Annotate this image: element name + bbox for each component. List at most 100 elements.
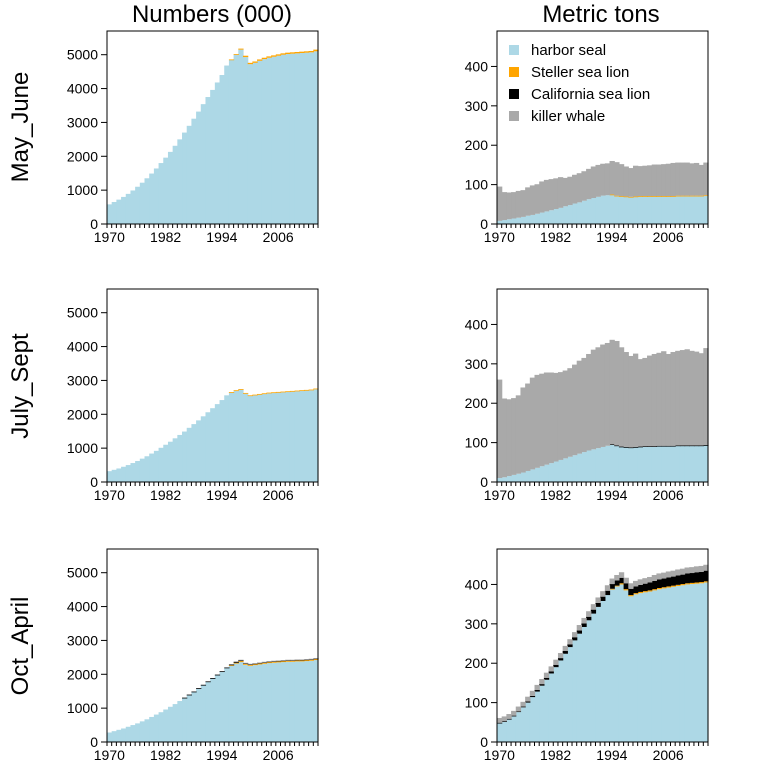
bar-segment (116, 199, 122, 224)
bar-segment (586, 450, 592, 482)
bar-segment (614, 585, 620, 587)
bar-segment (252, 663, 258, 664)
y-tick-label: 1000 (67, 182, 98, 198)
bar-segment (280, 660, 286, 661)
bar-segment (679, 445, 686, 482)
bar-segment (703, 445, 709, 482)
bar-segment (632, 353, 639, 447)
bar-segment (228, 59, 235, 61)
bar-segment (689, 196, 695, 224)
bar-segment (186, 125, 192, 224)
bar-segment (257, 393, 263, 395)
bar-segment (111, 201, 117, 224)
bar-segment (228, 665, 235, 666)
bar-segment (271, 661, 277, 663)
bar-segment (515, 395, 522, 474)
bar-segment (581, 617, 587, 624)
x-tick-label: 1970 (484, 229, 515, 245)
bar-segment (656, 579, 662, 588)
bar-segment (651, 164, 658, 197)
bar-segment (698, 565, 704, 572)
bar-segment (703, 444, 709, 446)
bar-segment (623, 583, 629, 590)
bar-segment (600, 344, 606, 447)
bar-segment (628, 583, 634, 589)
bar-segment (214, 404, 221, 482)
bar-segment (139, 721, 146, 742)
bar-segment (548, 666, 554, 672)
bar-segment (703, 195, 709, 197)
bar-segment (515, 473, 522, 482)
bar-segment (656, 352, 662, 446)
bar-segment (308, 660, 314, 742)
bar-segment (224, 667, 230, 669)
bar-segment (665, 571, 672, 578)
bar-segment (238, 48, 244, 50)
bar-segment (238, 662, 244, 742)
bar-segment (271, 392, 277, 482)
series-steller-sea-lion (609, 581, 709, 597)
bar-segment (693, 162, 700, 196)
bar-segment (651, 446, 658, 447)
bar-segment (595, 597, 601, 603)
bar-segment (557, 652, 564, 659)
bar-segment (303, 659, 310, 660)
x-tick-label: 1970 (484, 487, 515, 503)
bar-segment (679, 585, 686, 742)
bar-segment (275, 661, 282, 663)
bar-segment (595, 347, 601, 449)
bar-segment (670, 162, 676, 197)
bar-segment (618, 196, 625, 197)
bar-segment (651, 580, 658, 590)
bar-segment (632, 593, 639, 595)
bar-segment (242, 392, 249, 394)
y-tick-label: 1000 (67, 440, 98, 456)
bar-segment (543, 677, 550, 680)
bar-segment (266, 663, 272, 742)
bar-segment (228, 392, 235, 482)
bar-segment (567, 205, 573, 224)
bar-segment (595, 606, 601, 742)
bar-segment (689, 195, 695, 197)
bar-segment (553, 178, 559, 210)
bar-segment (525, 383, 531, 471)
series-harbor-seal (497, 582, 709, 742)
bar-segment (651, 589, 658, 591)
bar-segment (656, 573, 662, 580)
bar-segment (224, 395, 230, 482)
bar-segment (271, 662, 277, 742)
bar-segment (656, 164, 662, 197)
bar-segment (609, 194, 615, 196)
bar-segment (210, 89, 216, 224)
bar-segment (247, 64, 253, 225)
bar-segment (242, 664, 249, 742)
bar-segment (308, 52, 314, 224)
bar-segment (604, 342, 611, 446)
bar-segment (247, 663, 253, 665)
bar-segment (520, 216, 526, 224)
bar-segment (590, 609, 597, 614)
bar-segment (285, 391, 291, 482)
y-tick-label: 100 (465, 435, 489, 451)
series-california-sea-lion (497, 570, 709, 724)
bar-segment (572, 637, 578, 641)
bar-segment (703, 348, 709, 445)
bar-segment (656, 446, 662, 482)
bar-segment (196, 688, 202, 689)
bar-segment (703, 162, 709, 196)
bar-segment (642, 583, 648, 592)
bar-segment (576, 453, 582, 482)
legend-label: California sea lion (531, 86, 650, 103)
x-tick-label: 2006 (263, 487, 294, 503)
bar-segment (275, 55, 282, 224)
bar-segment (600, 600, 606, 742)
y-tick-label: 3000 (67, 372, 98, 388)
bar-segment (656, 196, 662, 197)
bar-segment (205, 412, 211, 482)
bar-segment (534, 213, 540, 224)
bar-segment (210, 678, 216, 742)
bar-segment (233, 661, 239, 663)
bar-segment (191, 118, 197, 224)
bar-segment (632, 446, 639, 448)
bar-segment (604, 445, 611, 482)
